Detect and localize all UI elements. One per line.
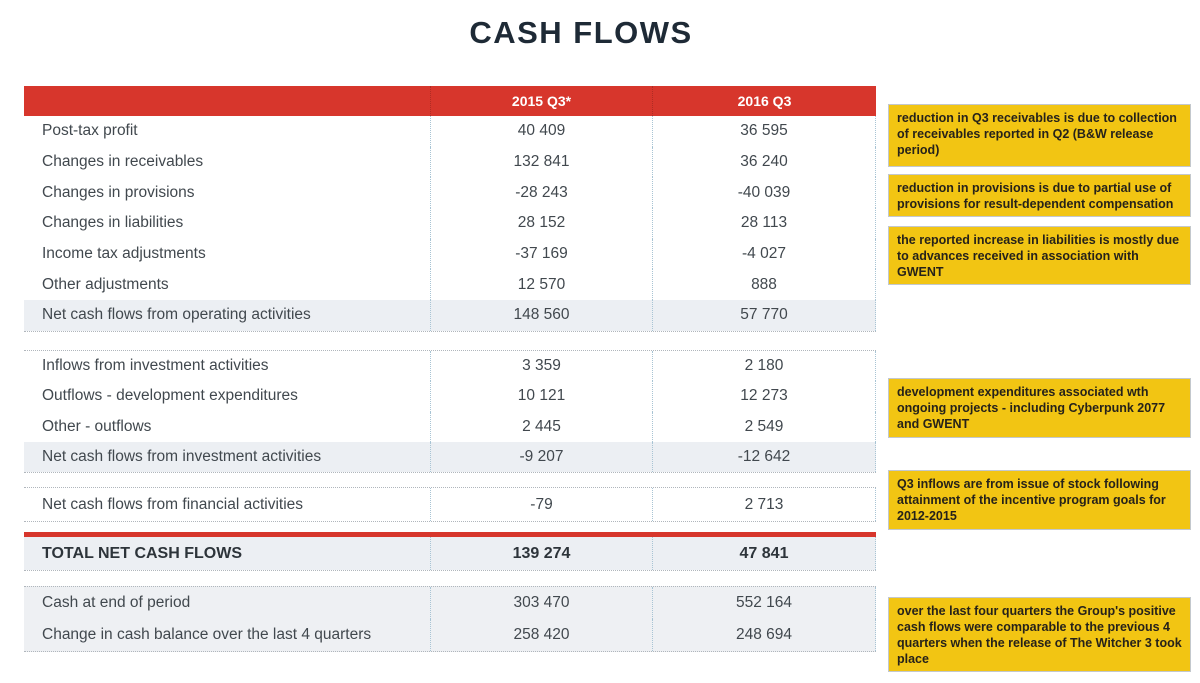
row-label: Inflows from investment activities xyxy=(42,357,269,375)
row-label: Post-tax profit xyxy=(42,122,138,140)
table-row-financial: Net cash flows from financial activities… xyxy=(24,488,876,521)
note-q3-inflows: Q3 inflows are from issue of stock follo… xyxy=(888,470,1191,530)
value-2016: 36 240 xyxy=(652,146,876,178)
value-2016: -40 039 xyxy=(652,177,876,209)
value-2016: 248 694 xyxy=(652,619,876,651)
header-label-cell xyxy=(24,86,430,116)
table-row-subtotal-operating: Net cash flows from operating activities… xyxy=(24,300,876,331)
value-2015: -28 243 xyxy=(430,177,652,209)
value-2016: 57 770 xyxy=(652,300,876,331)
table-row: Post-tax profit 40 409 36 595 xyxy=(24,116,876,147)
table-row: Changes in liabilities 28 152 28 113 xyxy=(24,208,876,239)
note-four-quarters: over the last four quarters the Group's … xyxy=(888,597,1191,672)
table-row-total: TOTAL NET CASH FLOWS 139 274 47 841 xyxy=(24,537,876,570)
value-2015: 258 420 xyxy=(430,619,652,651)
value-2016: 552 164 xyxy=(652,587,876,619)
row-label: Outflows - development expenditures xyxy=(42,387,298,405)
value-2015: -9 207 xyxy=(430,441,652,473)
value-2016: 2 549 xyxy=(652,411,876,442)
header-2016-q3: 2016 Q3 xyxy=(652,86,876,116)
value-2015: 12 570 xyxy=(430,269,652,301)
row-label: Changes in liabilities xyxy=(42,214,184,232)
note-receivables: reduction in Q3 receivables is due to co… xyxy=(888,104,1191,167)
table-section-cash: Cash at end of period 303 470 552 164 Ch… xyxy=(24,586,876,652)
total-2016: 47 841 xyxy=(652,537,876,570)
table-row-subtotal-investment: Net cash flows from investment activitie… xyxy=(24,441,876,473)
value-2016: 36 595 xyxy=(652,116,876,147)
table-row: Outflows - development expenditures 10 1… xyxy=(24,381,876,412)
row-label: Other - outflows xyxy=(42,417,152,435)
table-row: Changes in provisions -28 243 -40 039 xyxy=(24,177,876,209)
value-2015: -37 169 xyxy=(430,238,652,270)
value-2015: 40 409 xyxy=(430,116,652,147)
row-label: Cash at end of period xyxy=(42,594,191,611)
value-2016: 28 113 xyxy=(652,208,876,239)
table-row: Other adjustments 12 570 888 xyxy=(24,269,876,301)
total-divider-bar xyxy=(24,532,876,537)
table-row: Inflows from investment activities 3 359… xyxy=(24,351,876,382)
table-row: Other - outflows 2 445 2 549 xyxy=(24,411,876,442)
value-2015: 148 560 xyxy=(430,300,652,331)
table-row: Income tax adjustments -37 169 -4 027 xyxy=(24,238,876,270)
page-title: CASH FLOWS xyxy=(469,15,693,50)
row-label: Income tax adjustments xyxy=(42,245,206,263)
row-label: Changes in receivables xyxy=(42,153,204,171)
table-header-row: 2015 Q3* 2016 Q3 xyxy=(24,86,876,116)
value-2015: 2 445 xyxy=(430,411,652,442)
value-2016: -12 642 xyxy=(652,441,876,473)
total-label: TOTAL NET CASH FLOWS xyxy=(42,544,242,562)
table-section-total: TOTAL NET CASH FLOWS 139 274 47 841 xyxy=(24,537,876,571)
value-2016: 12 273 xyxy=(652,381,876,412)
note-liabilities: the reported increase in liabilities is … xyxy=(888,226,1191,285)
total-2015: 139 274 xyxy=(430,537,652,570)
table-section-financial: Net cash flows from financial activities… xyxy=(24,487,876,522)
row-label: Net cash flows from operating activities xyxy=(42,306,311,324)
value-2016: -4 027 xyxy=(652,238,876,270)
value-2015: -79 xyxy=(430,488,652,521)
value-2015: 3 359 xyxy=(430,351,652,382)
row-label: Net cash flows from financial activities xyxy=(42,495,304,513)
value-2015: 10 121 xyxy=(430,381,652,412)
value-2015: 303 470 xyxy=(430,587,652,619)
table-row: Changes in receivables 132 841 36 240 xyxy=(24,146,876,178)
table-row: Cash at end of period 303 470 552 164 xyxy=(24,587,876,619)
table-section-operating: Post-tax profit 40 409 36 595 Changes in… xyxy=(24,116,876,332)
row-label: Changes in provisions xyxy=(42,183,195,201)
note-development-expenditures: development expenditures associated wth … xyxy=(888,378,1191,438)
table-row: Change in cash balance over the last 4 q… xyxy=(24,619,876,651)
table-header: 2015 Q3* 2016 Q3 xyxy=(24,86,876,116)
row-label: Net cash flows from investment activitie… xyxy=(42,448,322,466)
value-2016: 2 713 xyxy=(652,488,876,521)
row-label: Other adjustments xyxy=(42,275,169,293)
value-2015: 132 841 xyxy=(430,146,652,178)
table-section-investment: Inflows from investment activities 3 359… xyxy=(24,350,876,474)
row-label: Change in cash balance over the last 4 q… xyxy=(42,626,372,643)
value-2016: 2 180 xyxy=(652,351,876,382)
note-provisions: reduction in provisions is due to partia… xyxy=(888,174,1191,217)
value-2015: 28 152 xyxy=(430,208,652,239)
header-2015-q3: 2015 Q3* xyxy=(430,86,652,116)
value-2016: 888 xyxy=(652,269,876,301)
